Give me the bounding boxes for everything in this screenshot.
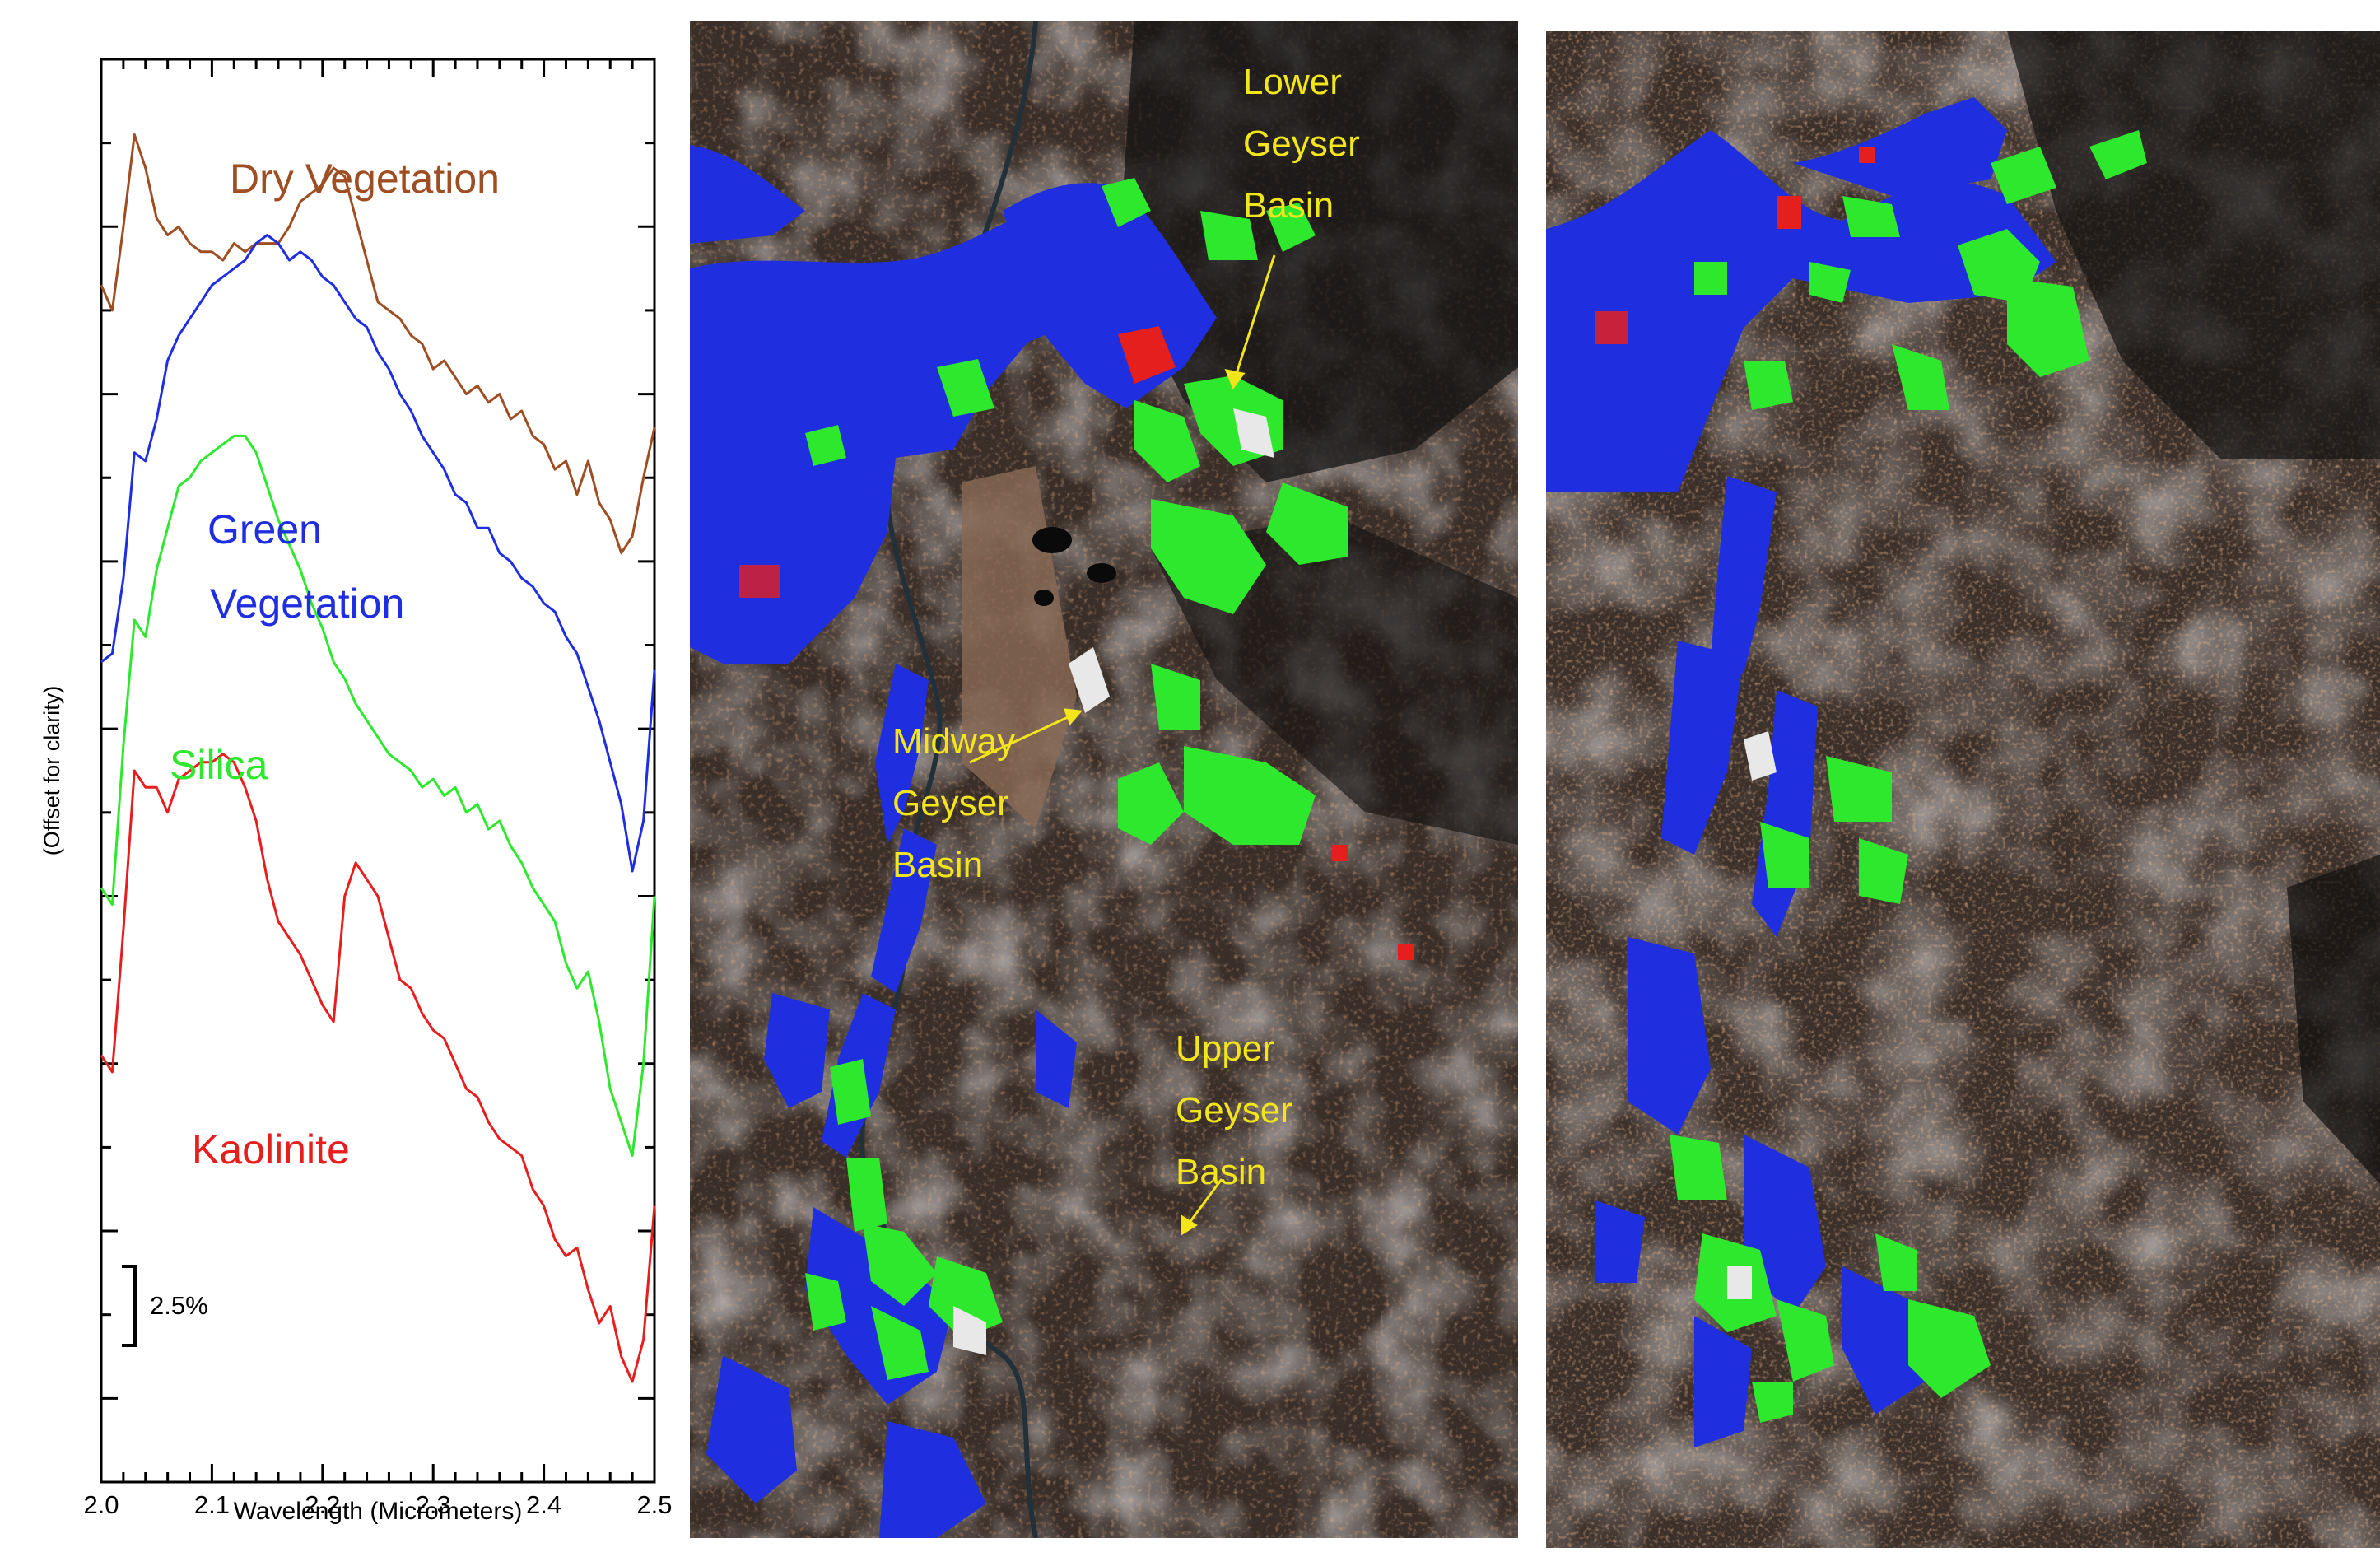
legend-green-vegetation-line1: Green bbox=[207, 506, 322, 552]
scale-bar-label: 2.5% bbox=[150, 1291, 208, 1320]
upper-label-line3: Basin bbox=[1176, 1152, 1267, 1192]
series-line-dry-vegetation bbox=[100, 133, 656, 555]
x-tick-label-5: 2.5 bbox=[636, 1490, 672, 1519]
map2-dark-region-2 bbox=[2287, 855, 2380, 1184]
x-tick-label-4: 2.4 bbox=[526, 1490, 561, 1519]
x-tick-labels: 2.0 2.1 2.2 2.3 2.4 2.5 bbox=[83, 1490, 672, 1519]
map2-dark-forest-region bbox=[2007, 31, 2380, 459]
y-axis-label: (Offset for clarity) bbox=[40, 686, 64, 856]
x-tick-label-1: 2.1 bbox=[194, 1490, 230, 1519]
valley-floor bbox=[962, 466, 1077, 828]
upper-label-line2: Geyser bbox=[1176, 1090, 1292, 1130]
lower-label-line3: Basin bbox=[1243, 185, 1334, 226]
lower-label-line1: Lower bbox=[1243, 62, 1342, 102]
sinter-white-deposits bbox=[953, 408, 1274, 1355]
basin-arrows bbox=[969, 254, 1276, 1236]
x-axis-label: Wavelength (Micrometers) bbox=[234, 1498, 523, 1525]
spectra-chart: 2.0 2.1 2.2 2.3 2.4 2.5 Wavelength (Micromete… bbox=[40, 58, 673, 1525]
map2-sinter-white-deposits bbox=[1727, 731, 1777, 1299]
classification-map-full-resolution: Lower Geyser Basin Midway Geyser Basin U… bbox=[690, 21, 1518, 1538]
plot-frame bbox=[100, 58, 656, 1484]
classification-map-degraded-resolution bbox=[1546, 31, 2380, 1548]
lower-geyser-basin-label: Lower Geyser Basin bbox=[1243, 51, 1360, 236]
x-tick-label-3: 2.3 bbox=[416, 1490, 451, 1519]
x-tick-label-0: 2.0 bbox=[83, 1490, 119, 1519]
dark-forest-region bbox=[1118, 21, 1518, 482]
map2-silica-class bbox=[1670, 130, 2147, 1423]
legend-kaolinite: Kaolinite bbox=[192, 1126, 350, 1172]
x-tick-label-2: 2.2 bbox=[305, 1490, 340, 1519]
legend-dry-vegetation: Dry Vegetation bbox=[230, 156, 500, 202]
lower-label-line2: Geyser bbox=[1243, 124, 1360, 164]
midway-label-line1: Midway bbox=[892, 721, 1016, 762]
midway-geyser-basin-label: Midway Geyser Basin bbox=[892, 711, 1015, 896]
upper-label-line1: Upper bbox=[1176, 1028, 1274, 1069]
series-line-kaolinite bbox=[100, 753, 656, 1383]
legend-green-vegetation-line2: Vegetation bbox=[210, 580, 404, 627]
series-line-green-vegetation bbox=[100, 234, 656, 873]
axis-ticks bbox=[100, 58, 656, 1484]
midway-label-line3: Basin bbox=[892, 845, 984, 885]
kaolinite-class bbox=[739, 326, 1414, 960]
spectral-curves bbox=[100, 133, 656, 1383]
map2-kaolinite-class bbox=[1595, 147, 1875, 344]
dark-ponds bbox=[1032, 527, 1116, 606]
scale-bar bbox=[122, 1265, 137, 1347]
midway-label-line2: Geyser bbox=[892, 783, 1009, 823]
map-image-2 bbox=[1546, 31, 2380, 1548]
series-line-silica bbox=[100, 434, 656, 1158]
upper-geyser-basin-label: Upper Geyser Basin bbox=[1176, 1018, 1292, 1203]
legend-silica: Silica bbox=[170, 742, 268, 788]
map-image-1 bbox=[690, 21, 1518, 1538]
